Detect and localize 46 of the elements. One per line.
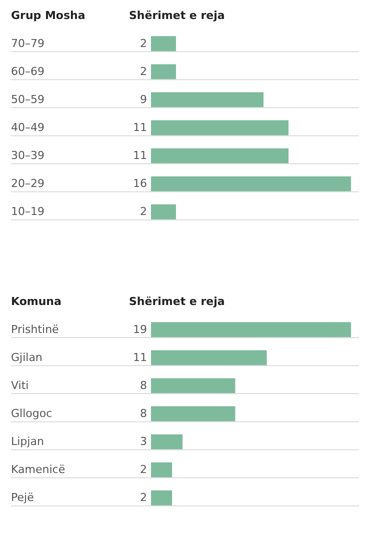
data-label: 11 xyxy=(133,149,147,162)
y-tick-label: Pejë xyxy=(11,491,34,504)
y-tick-label: Prishtinë xyxy=(11,322,60,336)
x-axis-title: Shërimet e reja xyxy=(129,295,225,308)
bar xyxy=(151,490,172,506)
bar xyxy=(151,434,183,450)
y-tick-label: 30–39 xyxy=(11,149,44,162)
y-tick-label: 60–69 xyxy=(11,64,44,78)
bar xyxy=(151,378,236,394)
bar xyxy=(151,64,176,80)
bar xyxy=(151,462,172,478)
data-label: 2 xyxy=(140,463,147,476)
bar xyxy=(151,406,236,422)
data-label: 2 xyxy=(140,491,147,504)
bar xyxy=(151,322,351,338)
data-label: 2 xyxy=(140,205,147,218)
bar xyxy=(151,148,288,164)
y-tick-label: 20–29 xyxy=(11,177,44,190)
y-tick-label: 10–19 xyxy=(11,205,44,218)
data-label: 8 xyxy=(140,378,147,392)
data-label: 16 xyxy=(133,177,147,190)
y-tick-label: Gllogoc xyxy=(11,407,52,420)
y-tick-label: Viti xyxy=(11,378,29,392)
y-tick-label: 50–59 xyxy=(11,92,44,106)
y-tick-label: Kamenicë xyxy=(11,463,66,476)
y-axis-title: Grup Mosha xyxy=(11,9,86,22)
bar xyxy=(151,36,176,52)
data-label: 19 xyxy=(133,322,147,336)
bar xyxy=(151,350,267,366)
y-tick-label: Lipjan xyxy=(11,435,44,448)
data-label: 11 xyxy=(133,350,147,364)
bar xyxy=(151,92,264,108)
data-label: 11 xyxy=(133,121,147,134)
y-tick-label: Gjilan xyxy=(11,350,42,364)
data-label: 8 xyxy=(140,407,147,420)
data-label: 3 xyxy=(140,435,147,448)
bar xyxy=(151,176,351,192)
y-tick-label: 70–79 xyxy=(11,36,44,50)
data-label: 2 xyxy=(140,36,147,50)
bar xyxy=(151,120,288,136)
x-axis-title: Shërimet e reja xyxy=(129,9,225,22)
data-label: 2 xyxy=(140,64,147,78)
data-label: 9 xyxy=(140,92,147,106)
y-tick-label: 40–49 xyxy=(11,121,44,134)
bar xyxy=(151,204,176,220)
y-axis-title: Komuna xyxy=(11,295,62,308)
